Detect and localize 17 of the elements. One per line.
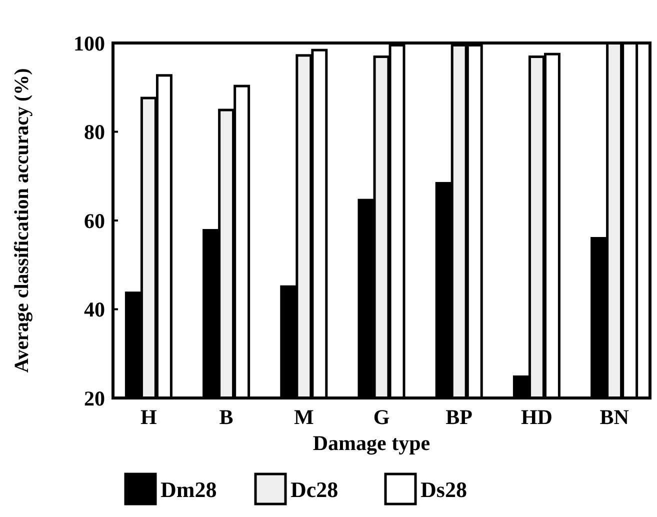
- x-tick-label: BP: [446, 405, 473, 429]
- y-tick-label: 20: [84, 386, 105, 410]
- y-tick-label: 60: [84, 208, 105, 233]
- x-tick-label: B: [219, 405, 234, 429]
- y-axis-title: Average classification accuracy (%): [11, 68, 33, 373]
- legend-label: Ds28: [420, 477, 467, 502]
- legend-label: Dm28: [160, 477, 217, 502]
- x-axis-title: Damage type: [312, 431, 430, 455]
- x-tick-label: HD: [520, 405, 552, 429]
- x-tick-label: H: [140, 405, 157, 429]
- x-tick-label: G: [373, 405, 390, 429]
- y-tick-label: 40: [84, 298, 105, 322]
- legend-label: Dc28: [290, 477, 338, 502]
- x-tick-label: BN: [600, 405, 629, 429]
- y-tick-label: 100: [74, 31, 105, 56]
- y-tick-label: 80: [84, 120, 105, 144]
- x-tick-label: M: [294, 405, 314, 429]
